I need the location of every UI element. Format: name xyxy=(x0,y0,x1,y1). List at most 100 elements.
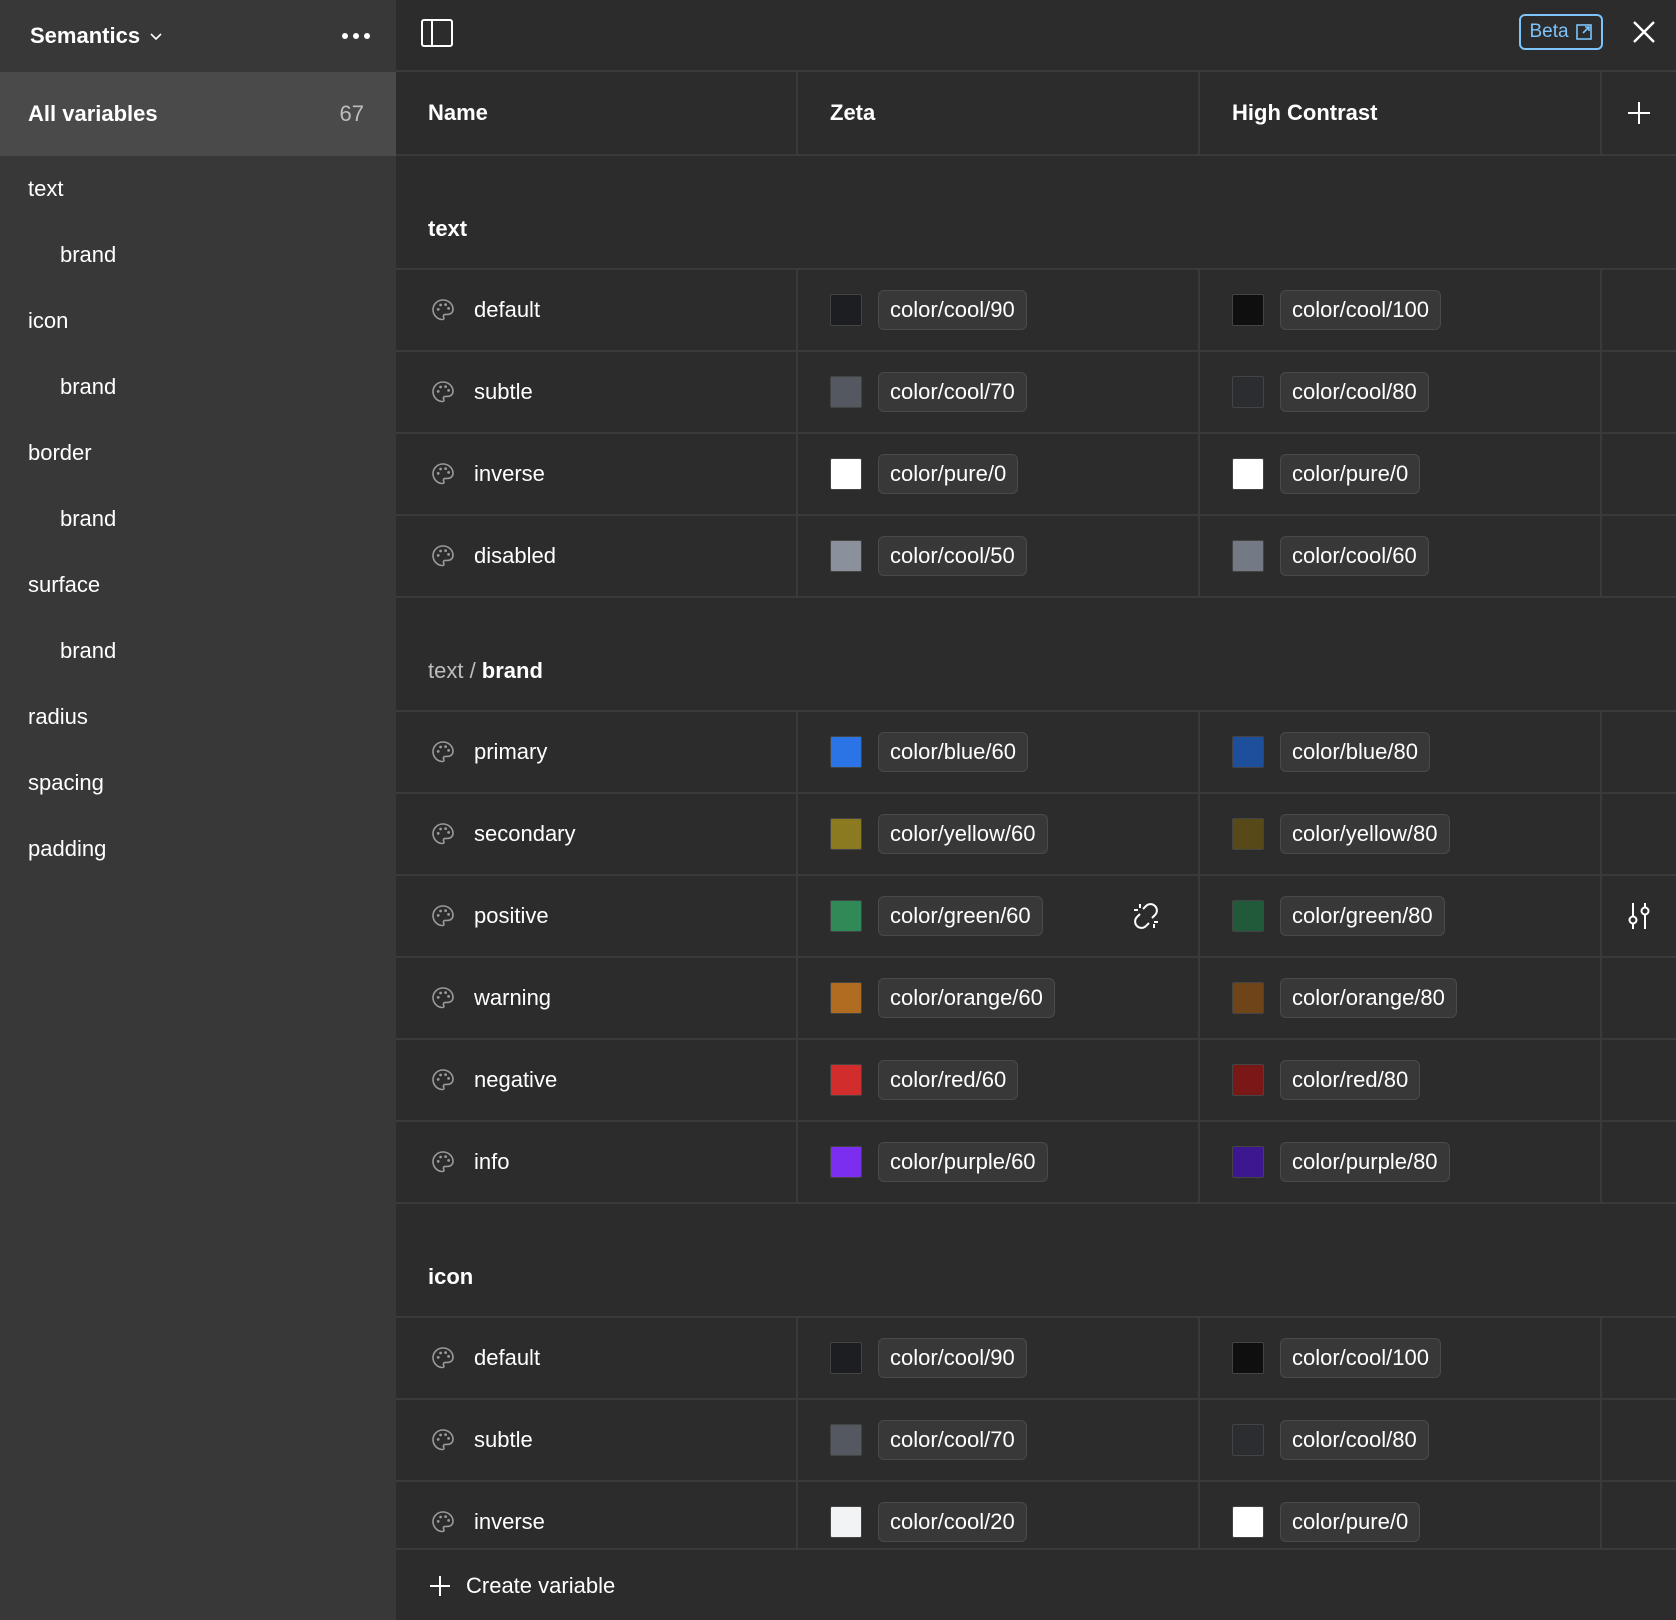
zeta-value-cell[interactable]: color/cool/90 xyxy=(798,270,1200,350)
zeta-value-cell[interactable]: color/red/60 xyxy=(798,1040,1200,1120)
high-contrast-value-cell[interactable]: color/purple/80 xyxy=(1200,1122,1602,1202)
alias-value[interactable]: color/blue/80 xyxy=(1232,712,1430,792)
all-variables-item[interactable]: All variables 67 xyxy=(0,72,396,156)
high-contrast-value-cell[interactable]: color/cool/100 xyxy=(1200,1318,1602,1398)
alias-value[interactable]: color/cool/100 xyxy=(1232,1318,1441,1398)
zeta-value-cell[interactable]: color/pure/0 xyxy=(798,434,1200,514)
alias-value[interactable]: color/cool/100 xyxy=(1232,270,1441,350)
variable-row[interactable]: inverse color/pure/0 color/pure/0 xyxy=(396,434,1676,516)
variable-row[interactable]: positive color/green/60 color/green/80 xyxy=(396,876,1676,958)
high-contrast-value-cell[interactable]: color/cool/100 xyxy=(1200,270,1602,350)
alias-value[interactable]: color/red/80 xyxy=(1232,1040,1421,1120)
zeta-value-cell[interactable]: color/yellow/60 xyxy=(798,794,1200,874)
variable-row[interactable]: secondary color/yellow/60 color/yellow/80 xyxy=(396,794,1676,876)
variable-name-cell[interactable]: default xyxy=(396,1318,798,1398)
alias-value[interactable]: color/yellow/80 xyxy=(1232,794,1450,874)
alias-value[interactable]: color/yellow/60 xyxy=(830,794,1048,874)
variable-row[interactable]: info color/purple/60 color/purple/80 xyxy=(396,1122,1676,1204)
variable-name-cell[interactable]: subtle xyxy=(396,352,798,432)
add-mode-button[interactable] xyxy=(1602,72,1676,154)
zeta-value-cell[interactable]: color/purple/60 xyxy=(798,1122,1200,1202)
zeta-value-cell[interactable]: color/orange/60 xyxy=(798,958,1200,1038)
high-contrast-value-cell[interactable]: color/green/80 xyxy=(1200,876,1602,956)
alias-value[interactable]: color/cool/50 xyxy=(830,516,1027,596)
high-contrast-value-cell[interactable]: color/pure/0 xyxy=(1200,1482,1602,1562)
high-contrast-value-cell[interactable]: color/blue/80 xyxy=(1200,712,1602,792)
alias-value[interactable]: color/red/60 xyxy=(830,1040,1019,1120)
beta-badge[interactable]: Beta xyxy=(1519,14,1603,50)
detach-link-icon[interactable] xyxy=(1130,900,1162,932)
alias-value[interactable]: color/cool/90 xyxy=(830,1318,1027,1398)
sidebar-group-brand[interactable]: brand xyxy=(60,242,117,267)
variable-name-cell[interactable]: disabled xyxy=(396,516,798,596)
variable-name-cell[interactable]: inverse xyxy=(396,434,798,514)
sidebar-group-spacing[interactable]: spacing xyxy=(28,770,104,795)
variable-row[interactable]: subtle color/cool/70 color/cool/80 xyxy=(396,1400,1676,1482)
high-contrast-value-cell[interactable]: color/red/80 xyxy=(1200,1040,1602,1120)
alias-value[interactable]: color/orange/80 xyxy=(1232,958,1457,1038)
alias-value[interactable]: color/cool/80 xyxy=(1232,1400,1429,1480)
variable-row[interactable]: default color/cool/90 color/cool/100 xyxy=(396,270,1676,352)
sidebar-group-brand[interactable]: brand xyxy=(60,638,117,663)
variable-name-cell[interactable]: positive xyxy=(396,876,798,956)
sidebar-group-icon[interactable]: icon xyxy=(28,308,69,333)
high-contrast-value-cell[interactable]: color/cool/80 xyxy=(1200,352,1602,432)
variable-name-cell[interactable]: info xyxy=(396,1122,798,1202)
high-contrast-value-cell[interactable]: color/cool/80 xyxy=(1200,1400,1602,1480)
variable-name-cell[interactable]: negative xyxy=(396,1040,798,1120)
alias-value[interactable]: color/green/60 xyxy=(830,876,1043,956)
alias-value[interactable]: color/purple/60 xyxy=(830,1122,1048,1202)
sidebar-toggle-icon[interactable] xyxy=(420,18,454,48)
variable-name-cell[interactable]: default xyxy=(396,270,798,350)
zeta-value-cell[interactable]: color/cool/50 xyxy=(798,516,1200,596)
alias-value[interactable]: color/blue/60 xyxy=(830,712,1028,792)
zeta-value-cell[interactable]: color/cool/90 xyxy=(798,1318,1200,1398)
close-icon[interactable] xyxy=(1628,16,1660,48)
high-contrast-value-cell[interactable]: color/yellow/80 xyxy=(1200,794,1602,874)
sidebar-group-border[interactable]: border xyxy=(28,440,92,465)
sidebar-group-radius[interactable]: radius xyxy=(28,704,88,729)
variable-row[interactable]: warning color/orange/60 color/orange/80 xyxy=(396,958,1676,1040)
zeta-value-cell[interactable]: color/cool/70 xyxy=(798,1400,1200,1480)
sidebar-group-text[interactable]: text xyxy=(28,176,64,201)
alias-value[interactable]: color/purple/80 xyxy=(1232,1122,1450,1202)
alias-value[interactable]: color/cool/70 xyxy=(830,1400,1027,1480)
variable-row[interactable]: subtle color/cool/70 color/cool/80 xyxy=(396,352,1676,434)
high-contrast-value-cell[interactable]: color/orange/80 xyxy=(1200,958,1602,1038)
variable-name-cell[interactable]: secondary xyxy=(396,794,798,874)
alias-value[interactable]: color/pure/0 xyxy=(830,434,1019,514)
variable-name-cell[interactable]: inverse xyxy=(396,1482,798,1562)
zeta-value-cell[interactable]: color/blue/60 xyxy=(798,712,1200,792)
high-contrast-value-cell[interactable]: color/cool/60 xyxy=(1200,516,1602,596)
high-contrast-value-cell[interactable]: color/pure/0 xyxy=(1200,434,1602,514)
column-header-zeta[interactable]: Zeta xyxy=(798,72,1200,154)
alias-value[interactable]: color/pure/0 xyxy=(1232,1482,1421,1562)
alias-value[interactable]: color/orange/60 xyxy=(830,958,1055,1038)
zeta-value-cell[interactable]: color/cool/20 xyxy=(798,1482,1200,1562)
alias-value[interactable]: color/cool/70 xyxy=(830,352,1027,432)
sidebar-group-padding[interactable]: padding xyxy=(28,836,107,861)
variable-row[interactable]: primary color/blue/60 color/blue/80 xyxy=(396,712,1676,794)
more-options-button[interactable] xyxy=(336,20,376,52)
alias-value[interactable]: color/pure/0 xyxy=(1232,434,1421,514)
variable-name-cell[interactable]: subtle xyxy=(396,1400,798,1480)
variable-row[interactable]: default color/cool/90 color/cool/100 xyxy=(396,1318,1676,1400)
alias-value[interactable]: color/cool/60 xyxy=(1232,516,1429,596)
variable-name-cell[interactable]: warning xyxy=(396,958,798,1038)
sliders-icon[interactable] xyxy=(1625,901,1653,931)
variable-row[interactable]: disabled color/cool/50 color/cool/60 xyxy=(396,516,1676,598)
variable-name-cell[interactable]: primary xyxy=(396,712,798,792)
sidebar-group-brand[interactable]: brand xyxy=(60,374,117,399)
alias-value[interactable]: color/cool/80 xyxy=(1232,352,1429,432)
alias-value[interactable]: color/cool/20 xyxy=(830,1482,1027,1562)
collection-dropdown[interactable]: Semantics xyxy=(30,18,164,54)
create-variable-button[interactable]: Create variable xyxy=(428,1566,615,1606)
alias-value[interactable]: color/cool/90 xyxy=(830,270,1027,350)
sidebar-group-surface[interactable]: surface xyxy=(28,572,101,597)
column-header-high-contrast[interactable]: High Contrast xyxy=(1200,72,1602,154)
zeta-value-cell[interactable]: color/cool/70 xyxy=(798,352,1200,432)
variable-row[interactable]: negative color/red/60 color/red/80 xyxy=(396,1040,1676,1122)
alias-value[interactable]: color/green/80 xyxy=(1232,876,1445,956)
sidebar-group-brand[interactable]: brand xyxy=(60,506,117,531)
zeta-value-cell[interactable]: color/green/60 xyxy=(798,876,1200,956)
